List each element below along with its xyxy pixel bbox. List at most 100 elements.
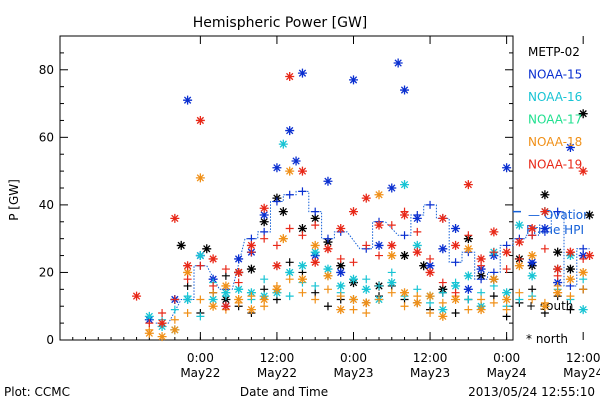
noaa-19-north-point bbox=[374, 220, 384, 230]
noaa-18-south-point bbox=[464, 305, 473, 314]
noaa-19-north-point bbox=[502, 247, 512, 257]
noaa-18-south-point bbox=[323, 285, 332, 294]
chart-title: Hemispheric Power [GW] bbox=[193, 15, 368, 31]
noaa-19-north-point bbox=[489, 227, 499, 237]
noaa-18-south-point bbox=[336, 292, 345, 301]
plot-area: 0204060800:00May2212:00May220:00May2312:… bbox=[39, 35, 600, 380]
legend-noaa-17: NOAA-17 bbox=[528, 113, 582, 127]
noaa-16-south-point bbox=[196, 312, 205, 321]
metp-02-north-point bbox=[419, 261, 429, 271]
noaa-15-north-point bbox=[425, 261, 435, 271]
noaa-15-north-point bbox=[540, 224, 550, 234]
metp-02-south-point bbox=[451, 308, 460, 317]
noaa-15-south-point bbox=[285, 190, 294, 199]
x-tick-label: 12:00 bbox=[260, 351, 295, 365]
noaa-16-north-point bbox=[348, 274, 358, 284]
noaa-18-north-point bbox=[514, 261, 524, 271]
noaa-19-north-point bbox=[132, 291, 142, 301]
noaa-18-north-point bbox=[285, 166, 295, 176]
plot-timestamp: 2013/05/24 12:55:10 bbox=[468, 385, 595, 399]
noaa-18-south-point bbox=[362, 308, 371, 317]
noaa-18-north-point bbox=[144, 328, 154, 338]
noaa-16-south-point bbox=[413, 285, 422, 294]
noaa-15-south-point bbox=[311, 207, 320, 216]
noaa-18-north-point bbox=[527, 251, 537, 261]
noaa-18-south-point bbox=[477, 295, 486, 304]
noaa-18-north-point bbox=[348, 294, 358, 304]
noaa-15-north-point bbox=[438, 244, 448, 254]
noaa-15-north-point bbox=[285, 126, 295, 136]
noaa-19-south-point bbox=[260, 234, 269, 243]
noaa-16-north-point bbox=[463, 271, 473, 281]
noaa-18-north-point bbox=[183, 267, 193, 277]
noaa-16-north-point bbox=[278, 139, 288, 149]
noaa-18-north-point bbox=[412, 298, 422, 308]
noaa-16-north-point bbox=[412, 240, 422, 250]
noaa-18-north-point bbox=[323, 271, 333, 281]
noaa-16-south-point bbox=[387, 268, 396, 277]
y-tick-label: 20 bbox=[39, 265, 54, 279]
noaa-18-north-point bbox=[374, 190, 384, 200]
legend-noaa-15: NOAA-15 bbox=[528, 68, 582, 82]
noaa-19-south-point bbox=[209, 281, 218, 290]
metp-02-south-point bbox=[528, 285, 537, 294]
noaa-18-south-point bbox=[502, 305, 511, 314]
noaa-19-south-point bbox=[349, 258, 358, 267]
noaa-15-north-point bbox=[291, 156, 301, 166]
noaa-19-north-point bbox=[476, 254, 486, 264]
x-tick-sublabel: May22 bbox=[257, 366, 297, 380]
noaa-15-south-point bbox=[477, 275, 486, 284]
noaa-18-north-point bbox=[553, 288, 563, 298]
noaa-19-north-point bbox=[310, 257, 320, 267]
noaa-18-north-point bbox=[489, 274, 499, 284]
metp-02-north-point bbox=[578, 109, 588, 119]
noaa-18-north-point bbox=[502, 294, 512, 304]
noaa-19-north-point bbox=[514, 237, 524, 247]
noaa-19-south-point bbox=[413, 227, 422, 236]
noaa-18-north-point bbox=[463, 244, 473, 254]
metp-02-south-point bbox=[183, 281, 192, 290]
noaa-19-south-point bbox=[272, 241, 281, 250]
noaa-19-south-point bbox=[145, 319, 154, 328]
noaa-19-north-point bbox=[585, 251, 595, 261]
noaa-18-north-point bbox=[476, 305, 486, 315]
noaa-19-north-point bbox=[361, 193, 371, 203]
noaa-18-south-point bbox=[579, 285, 588, 294]
noaa-19-south-point bbox=[158, 308, 167, 317]
noaa-19-south-point bbox=[362, 241, 371, 250]
noaa-18-north-point bbox=[336, 305, 346, 315]
noaa-18-south-point bbox=[515, 288, 524, 297]
noaa-18-north-point bbox=[259, 294, 269, 304]
ovation-label: — Ovation bbox=[528, 208, 591, 222]
noaa-16-south-point bbox=[362, 275, 371, 284]
noaa-18-north-point bbox=[451, 294, 461, 304]
noaa-18-north-point bbox=[208, 301, 218, 311]
noaa-18-south-point bbox=[400, 302, 409, 311]
noaa-15-north-point bbox=[451, 224, 461, 234]
plot-credit: Plot: CCMC bbox=[4, 385, 70, 399]
noaa-19-south-point bbox=[540, 244, 549, 253]
noaa-19-north-point bbox=[565, 247, 575, 257]
noaa-16-north-point bbox=[221, 288, 231, 298]
ovation-hpi-line bbox=[155, 190, 590, 324]
noaa-16-north-point bbox=[208, 294, 218, 304]
x-tick-label: 0:00 bbox=[340, 351, 367, 365]
noaa-19-south-point bbox=[221, 265, 230, 274]
metp-02-north-point bbox=[310, 213, 320, 223]
noaa-19-north-point bbox=[438, 213, 448, 223]
noaa-19-north-point bbox=[183, 261, 193, 271]
noaa-18-south-point bbox=[311, 295, 320, 304]
noaa-18-north-point bbox=[387, 251, 397, 261]
noaa-19-south-point bbox=[170, 295, 179, 304]
noaa-18-south-point bbox=[489, 298, 498, 307]
noaa-16-north-point bbox=[438, 305, 448, 315]
noaa-16-south-point bbox=[311, 281, 320, 290]
noaa-18-north-point bbox=[272, 284, 282, 294]
noaa-15-north-point bbox=[565, 142, 575, 152]
noaa-15-south-point bbox=[400, 231, 409, 240]
noaa-18-south-point bbox=[209, 288, 218, 297]
metp-02-south-point bbox=[489, 292, 498, 301]
noaa-19-south-point bbox=[426, 254, 435, 263]
noaa-19-north-point bbox=[170, 213, 180, 223]
